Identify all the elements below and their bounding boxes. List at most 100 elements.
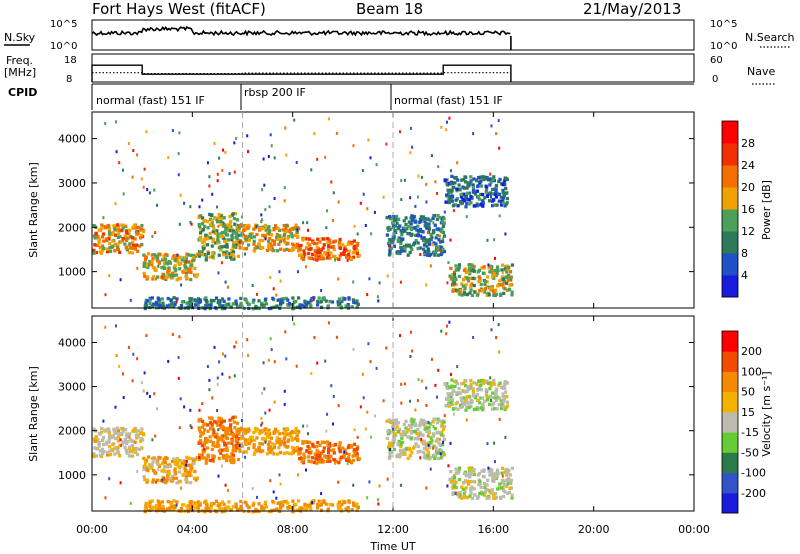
power-cell bbox=[493, 192, 497, 197]
power-cell bbox=[228, 215, 232, 219]
velocity-cell bbox=[221, 439, 225, 443]
power-cell bbox=[427, 217, 430, 221]
velocity-cell bbox=[439, 449, 444, 453]
power-cell bbox=[442, 249, 447, 254]
velocity-cell bbox=[293, 322, 296, 326]
power-cell bbox=[143, 306, 147, 311]
power-cell bbox=[462, 186, 466, 190]
power-cell bbox=[439, 245, 444, 250]
velocity-cell bbox=[189, 481, 193, 485]
power-cell bbox=[222, 216, 226, 220]
velocity-cell bbox=[161, 478, 164, 482]
power-cell bbox=[461, 198, 465, 202]
power-cell bbox=[296, 234, 300, 238]
power-cell bbox=[440, 227, 444, 231]
velocity-cell bbox=[501, 386, 505, 390]
velocity-cell bbox=[385, 436, 389, 441]
power-cell bbox=[189, 266, 193, 270]
velocity-cell bbox=[305, 440, 309, 444]
power-cell bbox=[172, 305, 176, 309]
velocity-cell bbox=[164, 480, 168, 485]
velocity-cell bbox=[227, 500, 231, 504]
power-cell bbox=[162, 265, 166, 269]
velocity-cell bbox=[110, 436, 114, 440]
velocity-cell bbox=[480, 469, 484, 473]
velocity-cell bbox=[400, 401, 403, 405]
velocity-cell bbox=[416, 444, 420, 448]
velocity-cell bbox=[494, 491, 498, 496]
power-cell bbox=[264, 208, 267, 212]
velocity-cell bbox=[122, 372, 124, 376]
power-cell bbox=[329, 251, 333, 255]
power-cell bbox=[499, 283, 504, 287]
power-cell bbox=[230, 252, 234, 257]
power-cell bbox=[249, 235, 253, 240]
power-cell bbox=[209, 236, 213, 240]
velocity-cell bbox=[249, 439, 253, 443]
velocity-cell bbox=[328, 444, 332, 448]
power-cell bbox=[283, 186, 286, 190]
power-cell bbox=[168, 303, 172, 307]
power-cell bbox=[322, 256, 326, 261]
velocity-cell bbox=[107, 433, 112, 437]
power-cell bbox=[448, 195, 452, 199]
velocity-cell bbox=[406, 428, 410, 432]
velocity-cell bbox=[497, 403, 501, 407]
power-cell bbox=[225, 252, 229, 256]
velocity-cell bbox=[409, 355, 412, 358]
velocity-cell bbox=[144, 465, 149, 469]
velocity-cell bbox=[503, 490, 507, 494]
velocity-cell bbox=[442, 437, 447, 442]
power-cell bbox=[386, 274, 389, 278]
power-cell bbox=[283, 231, 287, 235]
power-cell bbox=[216, 300, 220, 305]
velocity-cell bbox=[425, 442, 429, 446]
power-cell bbox=[163, 257, 168, 261]
power-cell bbox=[216, 234, 220, 238]
velocity-cell bbox=[155, 460, 159, 464]
noise-trace-path bbox=[91, 25, 511, 37]
power-cell bbox=[397, 236, 401, 240]
power-cell bbox=[342, 252, 346, 256]
velocity-cell bbox=[215, 423, 220, 427]
velocity-cell bbox=[200, 425, 205, 429]
velocity-cell bbox=[160, 469, 164, 473]
power-cell bbox=[237, 233, 241, 237]
power-cell bbox=[328, 241, 332, 245]
velocity-cell bbox=[180, 461, 184, 465]
power-cell bbox=[238, 224, 242, 228]
power-cell bbox=[134, 230, 138, 234]
power-cell bbox=[311, 298, 314, 302]
velocity-cell bbox=[231, 453, 236, 457]
power-cell bbox=[280, 297, 285, 301]
power-cell bbox=[131, 240, 135, 244]
noise-sky-trace bbox=[91, 25, 512, 50]
cpid-label: CPID bbox=[8, 86, 37, 99]
power-cell bbox=[261, 238, 265, 243]
velocity-cell bbox=[465, 390, 469, 394]
power-cell bbox=[326, 237, 330, 241]
power-cell bbox=[438, 234, 441, 238]
xtick-label: 16:00 bbox=[477, 523, 509, 536]
power-cell bbox=[113, 227, 117, 231]
power-cell bbox=[94, 250, 99, 255]
power-cell bbox=[504, 186, 508, 191]
velocity-cell bbox=[247, 353, 249, 357]
power-cell bbox=[198, 300, 202, 304]
velocity-cell bbox=[469, 386, 473, 390]
power-cell bbox=[205, 243, 209, 247]
power-cell bbox=[481, 201, 485, 205]
velocity-cell bbox=[155, 480, 157, 484]
velocity-cell bbox=[178, 335, 181, 339]
power-cell bbox=[481, 204, 485, 208]
velocity-cell bbox=[122, 396, 125, 399]
velocity-cell bbox=[298, 457, 302, 461]
power-cell bbox=[166, 273, 170, 277]
velocity-cell bbox=[98, 432, 102, 436]
power-cell bbox=[356, 241, 360, 246]
velocity-cell bbox=[301, 441, 305, 445]
power-cell bbox=[437, 215, 442, 220]
power-cell bbox=[155, 257, 159, 261]
velocity-cell bbox=[267, 509, 271, 514]
